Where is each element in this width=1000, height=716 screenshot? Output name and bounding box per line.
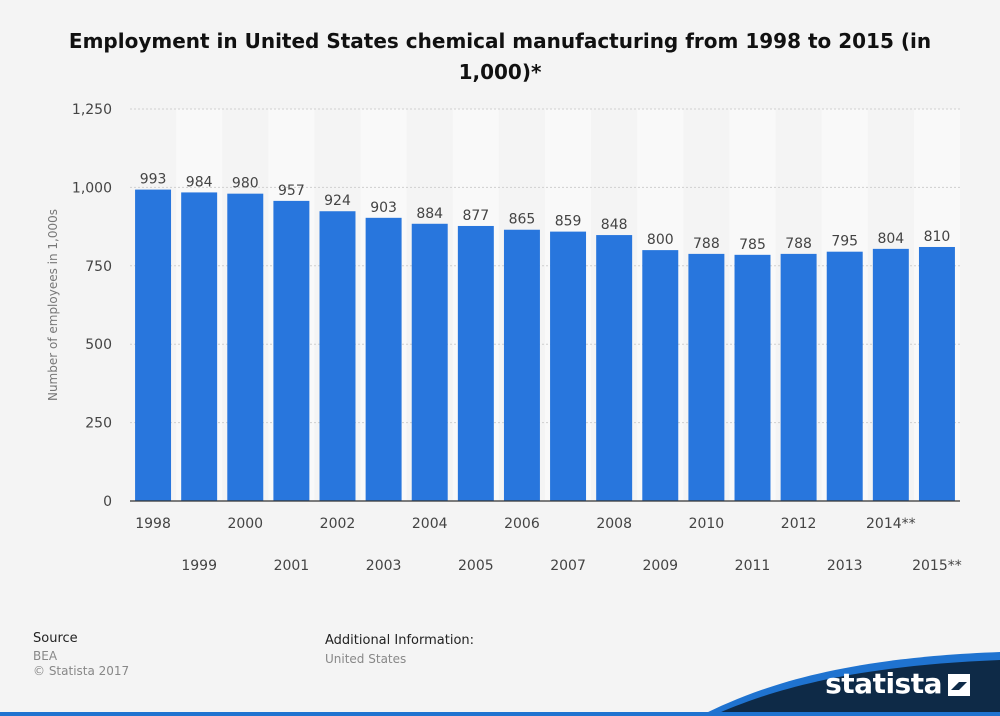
y-tick-label: 1,250 <box>72 102 112 118</box>
bar-2000[interactable] <box>227 193 264 501</box>
data-labels: 993 984 980 957 924 903 884 877 865 859 848 800 788 7… <box>140 172 951 253</box>
x-tick-label: 2008 <box>596 516 632 532</box>
bar-2015**[interactable] <box>918 246 955 501</box>
bar-1999[interactable] <box>181 192 218 501</box>
data-label-2006: 865 <box>509 212 536 228</box>
statista-logo[interactable]: statista <box>700 646 1000 716</box>
copyright: © Statista 2017 <box>33 664 130 678</box>
chart-title: Employment in United States chemical man… <box>68 29 932 84</box>
bar-2012[interactable] <box>780 253 817 501</box>
bars <box>135 189 955 502</box>
data-label-2015**: 810 <box>924 229 951 245</box>
y-tick-label: 750 <box>85 259 112 275</box>
statista-logo-icon <box>948 674 970 696</box>
bar-1998[interactable] <box>135 189 172 501</box>
x-tick-label: 1999 <box>181 558 217 574</box>
data-label-2010: 788 <box>693 236 720 252</box>
x-tick-label: 2012 <box>781 516 817 532</box>
x-tick-label: 2004 <box>412 516 448 532</box>
bar-2010[interactable] <box>688 253 725 501</box>
x-tick-label: 2003 <box>366 558 402 574</box>
source-heading: Source <box>33 631 78 646</box>
bar-2002[interactable] <box>319 211 356 502</box>
x-tick-label: 2013 <box>827 558 863 574</box>
y-tick-label: 250 <box>85 416 112 432</box>
x-tick-label: 2015** <box>912 558 962 574</box>
bar-2008[interactable] <box>596 235 633 501</box>
bar-2011[interactable] <box>734 254 771 501</box>
x-tick-label: 2000 <box>227 516 263 532</box>
data-label-2014**: 804 <box>877 231 904 247</box>
bar-chart: 993 984 980 957 924 903 884 877 865 859 848 800 788 7… <box>46 102 962 574</box>
additional-info-value: United States <box>325 652 407 666</box>
x-axis-ticks: 1998 1999 2000 2001 2002 2003 2004 2005 2006 2007… <box>135 516 962 574</box>
x-tick-label: 2010 <box>689 516 725 532</box>
additional-info-heading: Additional Information: <box>325 633 475 648</box>
brand-name: statista <box>825 667 942 700</box>
data-label-2001: 957 <box>278 183 305 199</box>
x-tick-label: 2006 <box>504 516 540 532</box>
y-axis-title: Number of employees in 1,000s <box>46 209 60 401</box>
data-label-2009: 800 <box>647 232 674 248</box>
data-label-2005: 877 <box>462 208 489 224</box>
y-tick-label: 500 <box>85 337 112 353</box>
x-tick-label: 2014** <box>866 516 916 532</box>
data-label-2008: 848 <box>601 217 628 233</box>
data-label-2007: 859 <box>555 214 582 230</box>
bar-2001[interactable] <box>273 200 310 501</box>
bottom-strip <box>0 712 1000 716</box>
data-label-2011: 785 <box>739 237 766 253</box>
bar-2009[interactable] <box>642 250 679 501</box>
data-label-1999: 984 <box>186 174 213 190</box>
data-label-2000: 980 <box>232 176 259 192</box>
data-label-2002: 924 <box>324 193 351 209</box>
x-tick-label: 2001 <box>274 558 310 574</box>
x-tick-label: 2007 <box>550 558 586 574</box>
x-tick-label: 2002 <box>320 516 356 532</box>
bar-2014**[interactable] <box>872 248 909 501</box>
bar-2004[interactable] <box>411 223 448 502</box>
source-value[interactable]: BEA <box>33 649 58 663</box>
data-label-1998: 993 <box>140 172 167 188</box>
logo-swoosh <box>700 652 1000 716</box>
data-label-2004: 884 <box>416 206 443 222</box>
data-label-2003: 903 <box>370 200 397 216</box>
x-tick-label: 2009 <box>642 558 678 574</box>
x-tick-label: 2011 <box>735 558 771 574</box>
data-label-2013: 795 <box>831 234 858 250</box>
y-tick-label: 1,000 <box>72 180 112 196</box>
data-label-2012: 788 <box>785 236 812 252</box>
bar-2007[interactable] <box>550 231 587 501</box>
bar-2003[interactable] <box>365 217 402 501</box>
bar-2005[interactable] <box>457 225 494 502</box>
x-tick-label: 2005 <box>458 558 494 574</box>
x-tick-label: 1998 <box>135 516 171 532</box>
bar-2006[interactable] <box>503 229 540 501</box>
bar-2013[interactable] <box>826 251 863 501</box>
y-axis-ticks: 0 250 500 750 1,000 1,250 <box>72 102 112 510</box>
y-tick-label: 0 <box>103 494 112 510</box>
